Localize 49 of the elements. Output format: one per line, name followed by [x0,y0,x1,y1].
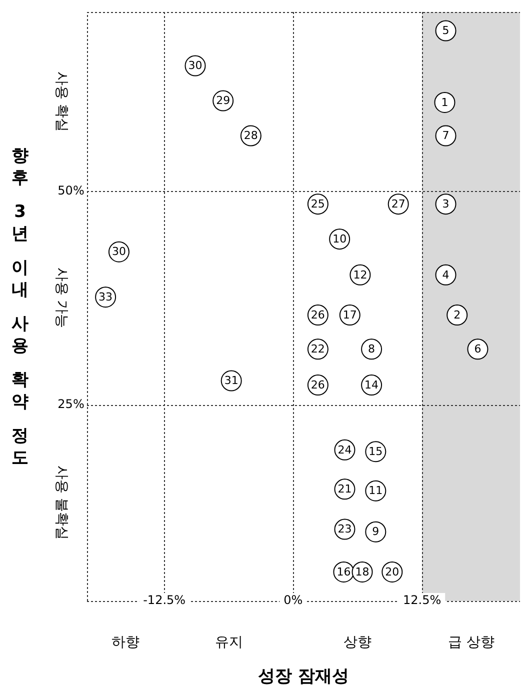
annotation: 14 [364,378,379,392]
annotation: 21 [338,482,352,496]
point [434,92,456,113]
annotation: 18 [355,565,370,578]
text: 상향 [344,634,372,651]
x-axis-title: 성장 잠재성 [258,666,349,686]
annotation: 3 [442,197,450,210]
annotation: 17 [342,308,357,322]
annotation: 27 [391,197,406,210]
annotation: 1 [441,96,448,109]
text: 향후 3년 이내 사용 확약 정도 [12,146,28,468]
y-tick-label: 50% [58,183,84,198]
annotation: 26 [310,378,325,392]
annotation: 10 [332,232,347,246]
y-tick-label: 25% [58,396,84,411]
annotation: 24 [338,443,352,456]
annotation: 11 [368,484,383,498]
annotation: 30 [112,245,126,258]
x-tick-label: -12.5% [143,593,186,608]
text: 사용 확실 [53,71,70,132]
text: 사용 가능 [53,268,70,328]
annotation: 22 [310,342,325,356]
annotation: 16 [336,565,351,578]
annotation: 23 [338,522,352,536]
annotation: 7 [442,129,450,142]
text: 하향 [112,634,140,651]
annotation: 31 [224,374,238,388]
annotation: 26 [310,308,325,322]
x-tick-label: 12.5% [402,593,442,608]
text: 급 상향 [448,634,494,651]
point [435,125,456,146]
text: 사용 불확실 [53,466,70,540]
annotation: 9 [372,525,380,538]
annotation: 29 [216,94,230,108]
annotation: 2 [454,308,461,322]
text: 유지 [214,634,243,651]
annotation: 4 [442,268,450,282]
annotation: 6 [474,342,482,356]
annotation: 33 [98,290,113,304]
point [446,304,468,326]
annotation: 28 [244,129,258,142]
annotation: 15 [368,444,383,458]
x-tick-label: 0% [284,593,303,608]
annotation: 25 [310,197,325,210]
annotation: 12 [353,268,368,282]
annotation: 30 [188,59,202,72]
annotation: 5 [442,24,450,38]
annotation: 20 [385,565,400,578]
annotation: 8 [368,342,376,356]
